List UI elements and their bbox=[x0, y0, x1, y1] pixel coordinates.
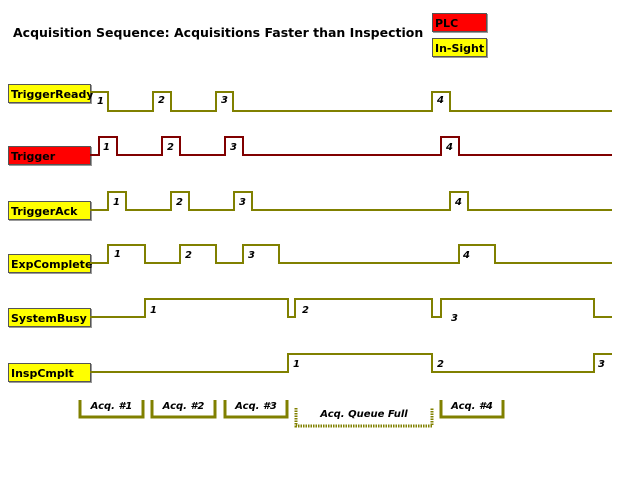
phase-label: Acq. #3 bbox=[234, 401, 277, 412]
phase-bracket bbox=[78, 400, 145, 419]
pulse-label: 4 bbox=[436, 95, 444, 106]
pulse-label: 1 bbox=[97, 96, 104, 107]
signal-label-triggerready: TriggerReady bbox=[8, 84, 94, 103]
pulse-label: 2 bbox=[185, 250, 192, 261]
pulse-label: 2 bbox=[176, 197, 183, 208]
pulse-label: 1 bbox=[293, 359, 300, 370]
signal-label-triggerack: TriggerAck bbox=[8, 201, 91, 220]
phase-label: Acq. #2 bbox=[162, 401, 205, 412]
waveform-triggerack bbox=[90, 191, 612, 211]
signal-label-expcomplete: ExpComplete bbox=[8, 254, 92, 273]
pulse-label: 3 bbox=[230, 142, 237, 153]
phase-label: Acq. #4 bbox=[450, 401, 493, 412]
waveform-expcomplete bbox=[90, 244, 612, 264]
pulse-label: 4 bbox=[445, 142, 453, 153]
phase-bracket bbox=[150, 400, 217, 419]
pulse-label: 1 bbox=[113, 197, 120, 208]
pulse-label: 1 bbox=[103, 142, 110, 153]
pulse-label: 2 bbox=[167, 142, 174, 153]
pulse-label: 1 bbox=[150, 305, 157, 316]
pulse-label: 2 bbox=[302, 305, 309, 316]
pulse-label: 3 bbox=[451, 313, 458, 324]
signal-label-systembusy: SystemBusy bbox=[8, 308, 91, 327]
phase-label: Acq. Queue Full bbox=[319, 409, 408, 420]
phase-label: Acq. #1 bbox=[90, 401, 133, 412]
pulse-label: 3 bbox=[239, 197, 246, 208]
pulse-label: 3 bbox=[248, 250, 255, 261]
signal-label-inspcmplt: InspCmplt bbox=[8, 363, 91, 382]
pulse-label: 1 bbox=[114, 249, 121, 260]
phase-bracket bbox=[294, 408, 434, 428]
phase-bracket bbox=[439, 400, 505, 419]
pulse-label: 3 bbox=[598, 359, 605, 370]
pulse-label: 4 bbox=[454, 197, 462, 208]
signal-label-trigger: Trigger bbox=[8, 146, 91, 165]
pulse-label: 3 bbox=[221, 95, 228, 106]
waveform-triggerready bbox=[90, 91, 612, 112]
pulse-label: 2 bbox=[158, 95, 165, 106]
diagram-title: Acquisition Sequence: Acquisitions Faste… bbox=[13, 25, 424, 40]
waveform-trigger bbox=[90, 136, 612, 156]
phase-bracket bbox=[223, 400, 289, 419]
waveform-systembusy bbox=[90, 298, 612, 318]
pulse-label: 2 bbox=[437, 359, 444, 370]
waveform-inspcmplt bbox=[90, 353, 612, 373]
pulse-label: 4 bbox=[462, 250, 470, 261]
legend-plc: PLC bbox=[432, 13, 487, 32]
legend-in-sight: In-Sight bbox=[432, 38, 487, 57]
